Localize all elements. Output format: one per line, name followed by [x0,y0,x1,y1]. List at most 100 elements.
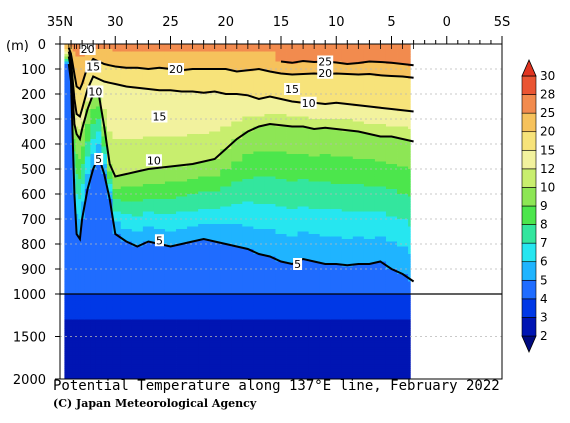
section-cell [84,342,91,346]
section-cell [84,96,91,100]
section-cell [90,256,97,260]
section-cell [142,311,155,314]
section-cell [242,259,254,262]
section-cell [120,298,133,301]
section-cell [308,284,321,287]
section-cell [176,376,188,379]
section-cell [142,342,155,346]
section-cell [363,186,376,190]
section-cell [253,166,265,170]
section-cell [209,347,221,350]
section-cell [131,269,144,272]
section-cell [330,119,343,122]
section-cell [176,251,188,255]
section-cell [90,211,97,215]
section-cell [176,315,188,318]
section-cell [164,131,177,135]
section-cell [72,226,76,230]
section-cell [297,236,310,240]
section-cell [374,54,387,57]
section-cell [319,156,332,160]
section-cell [341,136,354,140]
section-cell [120,131,133,135]
section-cell [142,96,155,100]
section-cell [330,139,343,142]
section-cell [153,104,166,107]
section-cell [253,74,265,77]
section-cell [112,294,122,297]
section-cell [286,176,298,180]
section-cell [319,159,332,162]
section-cell [90,289,97,292]
section-cell [80,332,86,335]
section-cell [106,136,113,140]
section-cell [187,126,199,130]
section-cell [374,201,387,205]
section-cell [112,342,122,346]
section-cell [90,111,97,115]
section-cell [106,134,113,137]
section-cell [101,109,108,112]
section-cell [142,351,155,354]
section-cell [80,246,86,250]
section-cell [220,304,232,308]
section-cell [101,91,108,95]
section-cell [187,328,199,331]
section-cell [286,99,298,102]
section-cell [286,114,298,117]
section-cell [352,224,365,227]
section-cell [286,256,298,260]
section-cell [131,325,144,329]
section-cell [253,136,265,140]
section-cell [72,321,76,325]
section-cell [90,342,97,346]
section-cell [106,376,113,379]
section-cell [95,229,102,232]
section-cell [231,189,243,192]
section-cell [142,209,155,212]
section-cell [330,271,343,275]
section-cell [187,101,199,105]
section-cell [164,99,177,102]
section-cell [120,96,133,100]
section-cell [297,79,310,82]
section-cell [286,321,298,325]
section-cell [209,246,221,250]
section-cell [164,289,177,292]
section-cell [352,159,365,162]
section-cell [341,51,354,55]
section-cell [209,241,221,245]
section-cell [319,94,332,97]
section-cell [69,246,74,250]
section-cell [319,196,332,200]
section-cell [69,261,74,265]
section-cell [242,274,254,277]
section-cell [231,274,243,277]
section-cell [363,99,376,102]
section-cell [120,328,133,331]
section-cell [95,261,102,265]
section-cell [78,206,82,210]
section-cell [209,119,221,122]
section-cell [297,161,310,165]
section-cell [242,264,254,267]
section-cell [209,364,221,367]
section-cell [363,317,376,320]
section-cell [209,99,221,102]
section-cell [319,342,332,346]
section-cell [106,186,113,190]
section-cell [231,164,243,167]
section-cell [253,259,265,262]
section-cell [106,156,113,160]
section-cell [319,349,332,352]
section-cell [95,332,102,335]
section-cell [153,79,166,82]
section-cell [75,296,79,299]
section-cell [142,319,155,323]
section-cell [264,336,276,340]
section-cell [75,246,79,250]
section-cell [330,49,343,52]
section-cell [220,313,232,316]
section-cell [106,313,113,316]
section-cell [75,179,79,182]
